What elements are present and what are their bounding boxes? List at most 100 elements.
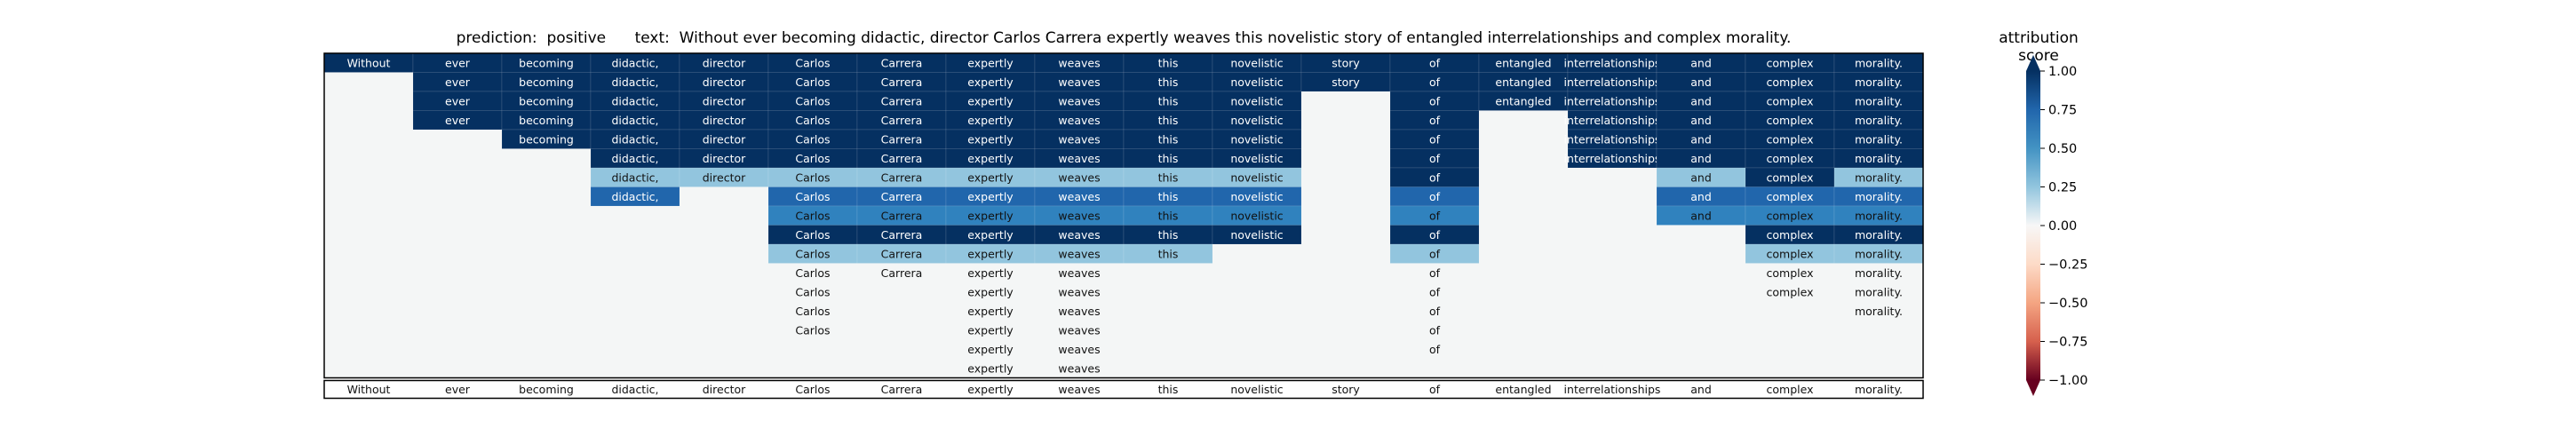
colorbar-extend-min bbox=[2026, 380, 2040, 396]
cell-token-label: weaves bbox=[1058, 343, 1100, 356]
cell-token-label: entangled bbox=[1495, 56, 1551, 69]
token-label: and bbox=[1690, 383, 1712, 396]
heatmap-cell bbox=[1212, 225, 1302, 245]
cell-token-label: didactic, bbox=[611, 170, 658, 184]
cell-token-label: weaves bbox=[1058, 75, 1100, 89]
cell-token-label: expertly bbox=[967, 75, 1014, 89]
cell-token-label: interrelationships bbox=[1564, 114, 1661, 127]
cell-token-label: expertly bbox=[967, 209, 1014, 222]
cell-token-label: didactic, bbox=[611, 56, 658, 69]
cell-token-label: novelistic bbox=[1230, 56, 1283, 69]
cell-token-label: didactic, bbox=[611, 132, 658, 146]
cell-token-label: weaves bbox=[1058, 56, 1100, 69]
cell-token-label: and bbox=[1690, 75, 1712, 89]
cell-token-label: complex bbox=[1767, 132, 1814, 146]
cell-token-label: story bbox=[1332, 56, 1360, 69]
cell-token-label: ever bbox=[445, 75, 471, 89]
cell-token-label: morality. bbox=[1855, 305, 1903, 318]
cell-token-label: weaves bbox=[1058, 247, 1100, 260]
cell-token-label: novelistic bbox=[1230, 114, 1283, 127]
bottom-token-row: Without ever becoming didactic, director Carl… bbox=[323, 379, 1924, 400]
colorbar: 1.00 0.75 0.50 0.25 0.00 −0.25 −0.50 −0.75 −1.00 bbox=[2026, 55, 2087, 396]
token-label: complex bbox=[1767, 383, 1814, 396]
cell-token-label: Without bbox=[347, 56, 391, 69]
cell-token-label: this bbox=[1158, 56, 1179, 69]
colorbar-tick-label: 0.75 bbox=[2048, 104, 2077, 118]
cell-token-label: of bbox=[1429, 323, 1441, 337]
cell-token-label: Carrera bbox=[881, 114, 923, 127]
colorbar-label: attribution score bbox=[1999, 29, 2079, 65]
cell-token-label: entangled bbox=[1495, 75, 1551, 89]
cell-token-label: expertly bbox=[967, 152, 1014, 165]
cell-token-label: Carrera bbox=[881, 228, 923, 242]
cell-token-label: complex bbox=[1767, 209, 1814, 222]
cell-token-label: entangled bbox=[1495, 94, 1551, 107]
cell-token-label: this bbox=[1158, 152, 1179, 165]
cell-token-label: interrelationships bbox=[1564, 75, 1661, 89]
cell-token-label: didactic, bbox=[611, 152, 658, 165]
cell-token-label: didactic, bbox=[611, 94, 658, 107]
cell-token-label: novelistic bbox=[1230, 152, 1283, 165]
cell-token-label: morality. bbox=[1855, 75, 1903, 89]
cell-token-label: weaves bbox=[1058, 94, 1100, 107]
cell-token-label: novelistic bbox=[1230, 94, 1283, 107]
cell-token-label: expertly bbox=[967, 323, 1014, 337]
cell-token-label: this bbox=[1158, 94, 1179, 107]
token-label: story bbox=[1332, 383, 1360, 396]
cell-token-label: morality. bbox=[1855, 114, 1903, 127]
cell-token-label: this bbox=[1158, 132, 1179, 146]
cell-token-label: this bbox=[1158, 190, 1179, 203]
token-label: Carrera bbox=[881, 383, 923, 396]
cell-token-label: this bbox=[1158, 247, 1179, 260]
cell-token-label: morality. bbox=[1855, 170, 1903, 184]
cell-token-label: director bbox=[703, 75, 746, 89]
cell-token-label: director bbox=[703, 114, 746, 127]
token-label: of bbox=[1429, 383, 1441, 396]
cell-token-label: weaves bbox=[1058, 305, 1100, 318]
token-label: entangled bbox=[1495, 383, 1551, 396]
cell-token-label: Carlos bbox=[795, 170, 830, 184]
cell-token-label: novelistic bbox=[1230, 228, 1283, 242]
cell-token-label: director bbox=[703, 170, 746, 184]
heatmap-cell bbox=[1389, 243, 1480, 264]
colorbar-gradient bbox=[2026, 71, 2040, 380]
cell-token-label: and bbox=[1690, 56, 1712, 69]
cell-token-label: becoming bbox=[519, 132, 574, 146]
cell-token-label: morality. bbox=[1855, 266, 1903, 280]
cell-token-label: of bbox=[1429, 152, 1441, 165]
token-label: expertly bbox=[967, 383, 1014, 396]
cell-token-label: Carlos bbox=[795, 228, 830, 242]
cell-token-label: and bbox=[1690, 209, 1712, 222]
cell-token-label: Carlos bbox=[795, 305, 830, 318]
cell-token-label: director bbox=[703, 94, 746, 107]
colorbar-tick-label: 0.50 bbox=[2048, 142, 2077, 156]
cell-token-label: morality. bbox=[1855, 247, 1903, 260]
cell-token-label: Carrera bbox=[881, 75, 923, 89]
prediction-key: prediction: bbox=[456, 29, 537, 47]
cell-token-label: expertly bbox=[967, 228, 1014, 242]
cell-token-label: morality. bbox=[1855, 190, 1903, 203]
text-key: text: bbox=[634, 29, 670, 47]
cell-token-label: expertly bbox=[967, 56, 1014, 69]
cell-token-label: expertly bbox=[967, 114, 1014, 127]
cell-token-label: weaves bbox=[1058, 190, 1100, 203]
cell-token-label: this bbox=[1158, 228, 1179, 242]
token-label: Without bbox=[347, 383, 391, 396]
cell-token-label: ever bbox=[445, 94, 471, 107]
cell-token-label: interrelationships bbox=[1564, 152, 1661, 165]
cell-token-label: becoming bbox=[519, 75, 574, 89]
token-label: novelistic bbox=[1230, 383, 1283, 396]
cell-token-label: Carlos bbox=[795, 323, 830, 337]
cell-token-label: of bbox=[1429, 305, 1441, 318]
cell-token-label: Carlos bbox=[795, 56, 830, 69]
cell-token-label: complex bbox=[1767, 285, 1814, 298]
heatmap-grid: Without ever becoming didactic, director Carl… bbox=[323, 52, 1924, 379]
cell-token-label: weaves bbox=[1058, 209, 1100, 222]
token-label: Carlos bbox=[795, 383, 830, 396]
cell-token-label: didactic, bbox=[611, 114, 658, 127]
cell-token-label: novelistic bbox=[1230, 209, 1283, 222]
cell-token-label: expertly bbox=[967, 343, 1014, 356]
cell-token-label: Carrera bbox=[881, 94, 923, 107]
cell-token-label: expertly bbox=[967, 94, 1014, 107]
cell-token-label: ever bbox=[445, 56, 471, 69]
